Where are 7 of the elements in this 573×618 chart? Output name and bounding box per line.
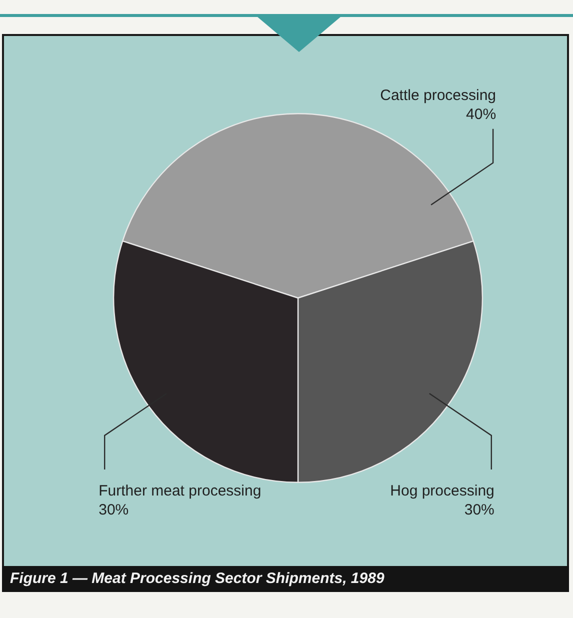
slice-label: Further meat processing: [98, 482, 262, 500]
text: Figure 1 — Meat Processing Sector Shipments, 1989: [2, 566, 569, 592]
data-label: 40%: [466, 106, 496, 123]
data-label: 30%: [464, 502, 494, 519]
slice-label: Cattle processing: [380, 87, 496, 104]
data-label: 30%: [98, 502, 129, 519]
slice-label: Hog processing: [390, 482, 494, 500]
